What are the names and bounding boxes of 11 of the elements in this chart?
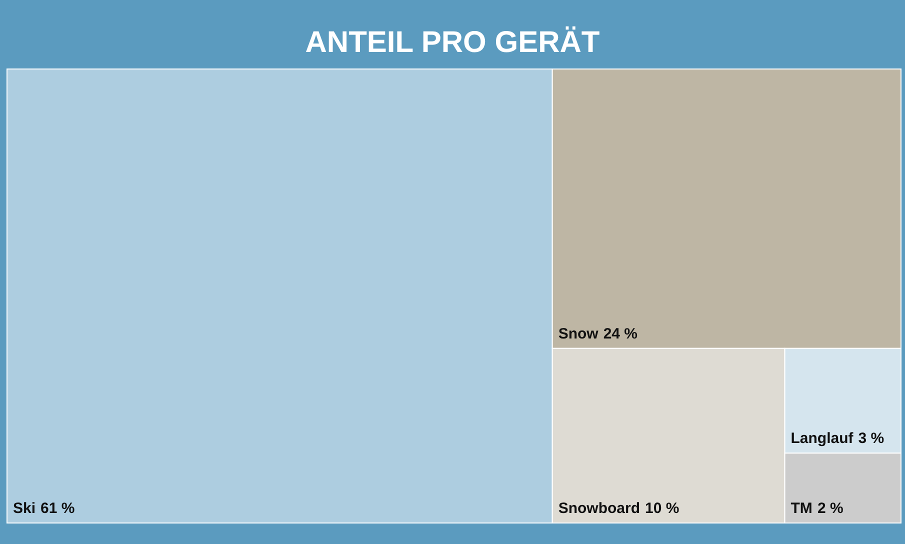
data-label: 3 % [858,430,884,448]
data-label: 10 % [645,500,680,517]
category-label: Snowboard [558,500,640,517]
category-label: Langlauf [790,430,854,448]
category-label: TM [790,500,812,517]
data-label: 24 % [603,325,638,342]
category-label: Snow [558,325,599,342]
data-label: 61 % [40,500,75,517]
category-label: Ski [13,500,36,517]
data-label: 2 % [817,500,844,517]
text: ANTEIL PRO GERÄT [305,26,600,59]
